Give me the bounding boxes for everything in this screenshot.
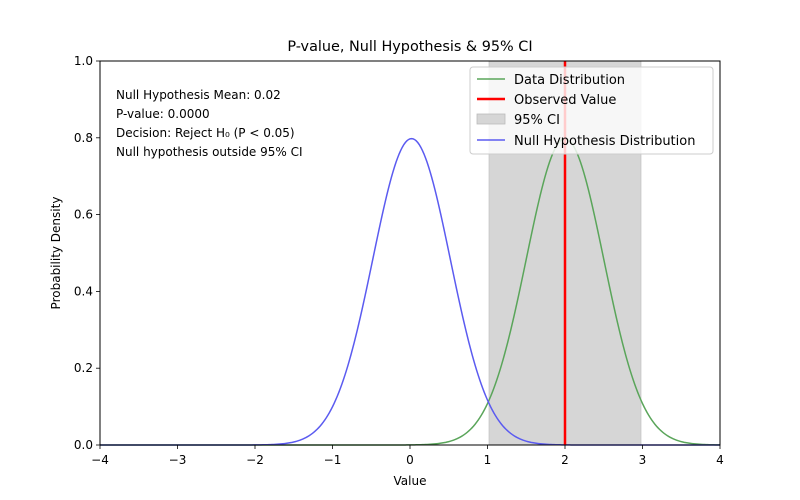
y-tick-label: 0.0 (74, 438, 93, 452)
y-axis-label: Probability Density (49, 197, 63, 310)
y-tick-label: 0.6 (74, 208, 93, 222)
legend-label-ci: 95% CI (514, 113, 560, 128)
annotation-decision: Decision: Reject H₀ (P < 0.05) (116, 126, 295, 140)
x-tick-label: 4 (716, 453, 724, 467)
x-tick-label: −1 (324, 453, 342, 467)
legend-label-data-distribution: Data Distribution (514, 73, 625, 88)
legend-label-null-distribution: Null Hypothesis Distribution (514, 134, 695, 149)
x-axis-label: Value (394, 474, 427, 488)
x-tick-label: 2 (561, 453, 569, 467)
legend-swatch-ci (476, 113, 506, 125)
y-tick-label: 1.0 (74, 54, 93, 68)
x-tick-label: −4 (91, 453, 109, 467)
chart-title: P-value, Null Hypothesis & 95% CI (287, 39, 532, 55)
x-tick-label: −2 (246, 453, 264, 467)
annotation-ci-note: Null hypothesis outside 95% CI (116, 145, 303, 159)
y-tick-label: 0.8 (74, 131, 93, 145)
legend-box (469, 66, 714, 155)
y-tick-label: 0.4 (74, 284, 93, 298)
legend: Data Distribution Observed Value 95% CI … (469, 66, 714, 155)
x-tick-label: 3 (639, 453, 647, 467)
x-tick-label: 0 (406, 453, 414, 467)
x-tick-label: −3 (169, 453, 187, 467)
annotation-null-mean: Null Hypothesis Mean: 0.02 (116, 88, 281, 102)
x-axis: −4 −3 −2 −1 0 1 2 3 4 (91, 445, 724, 467)
x-tick-label: 1 (484, 453, 492, 467)
y-tick-label: 0.2 (74, 361, 93, 375)
y-axis: 0.0 0.2 0.4 0.6 0.8 1.0 (74, 54, 100, 452)
annotation-block: Null Hypothesis Mean: 0.02 P-value: 0.00… (116, 88, 303, 159)
legend-label-observed-value: Observed Value (514, 93, 616, 108)
annotation-p-value: P-value: 0.0000 (116, 107, 210, 121)
